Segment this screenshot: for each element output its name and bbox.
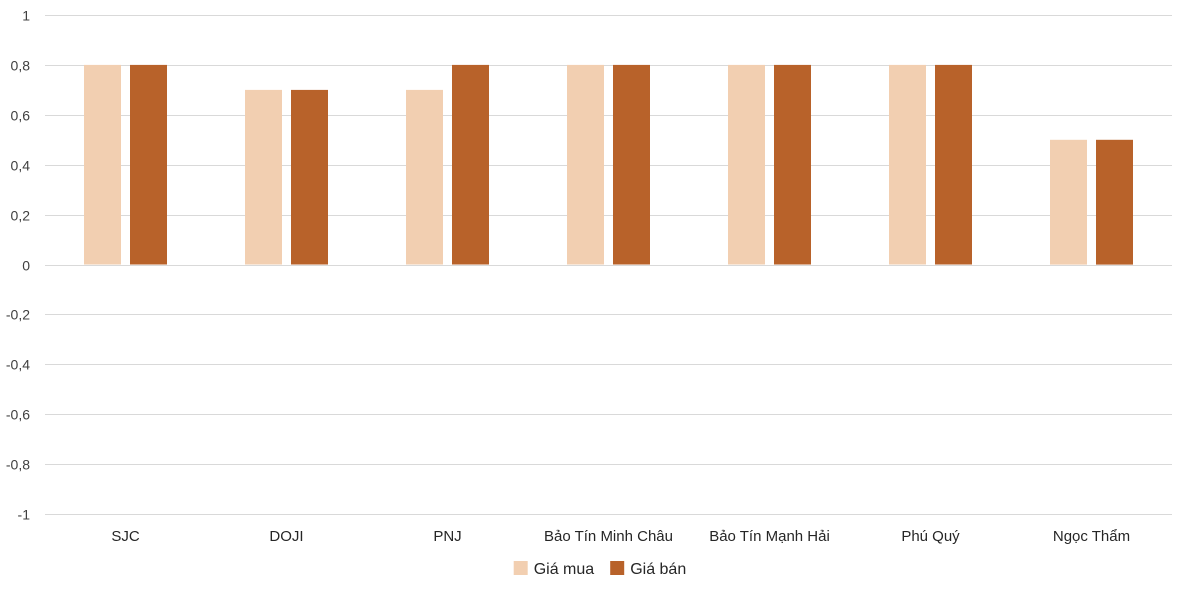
legend: Giá mua Giá bán (513, 561, 686, 578)
gridlines (45, 15, 1172, 515)
bar-giá-bán-4 (774, 64, 811, 265)
bars (84, 64, 1133, 265)
y-axis-ticks: 1 0,8 0,6 0,4 0,2 0 -0,2 -0,4 -0,6 -0,8 -1 (6, 8, 30, 523)
y-tick-label: 0,6 (11, 108, 31, 124)
legend-item: Giá bán (610, 561, 686, 578)
x-category-label: SJC (111, 528, 140, 545)
bar-giá-bán-5 (935, 64, 972, 265)
x-category-label: Bảo Tín Minh Châu (544, 528, 673, 545)
bar-giá-mua-1 (245, 89, 282, 265)
y-tick-label: -1 (18, 507, 31, 523)
legend-swatch (513, 561, 528, 575)
legend-item: Giá mua (513, 561, 595, 578)
legend-label: Giá bán (630, 561, 686, 578)
y-tick-label: -0,4 (6, 357, 30, 373)
bar-giá-mua-6 (1050, 139, 1087, 265)
x-category-label: DOJI (269, 528, 303, 545)
x-axis-labels: SJC DOJI PNJ Bảo Tín Minh Châu Bảo Tín Mạnh … (111, 528, 1130, 545)
y-tick-label: 0,4 (11, 158, 31, 174)
bar-giá-bán-2 (452, 64, 489, 265)
y-tick-label: -0,2 (6, 307, 30, 323)
bar-giá-mua-0 (84, 64, 121, 265)
bar-giá-bán-6 (1096, 139, 1133, 265)
bar-giá-mua-4 (728, 64, 765, 265)
legend-swatch (610, 561, 625, 575)
y-tick-label: -0,6 (6, 407, 30, 423)
bar-giá-bán-3 (613, 64, 650, 265)
y-tick-label: 0,2 (11, 208, 31, 224)
x-category-label: Phú Quý (901, 528, 960, 545)
bar-giá-mua-5 (889, 64, 926, 265)
bar-giá-bán-1 (291, 89, 328, 265)
x-category-label: PNJ (433, 528, 461, 545)
y-tick-label: 1 (22, 8, 30, 24)
y-tick-label: 0,8 (11, 58, 31, 74)
x-category-label: Ngọc Thẩm (1053, 528, 1130, 545)
y-tick-label: 0 (22, 258, 30, 274)
x-category-label: Bảo Tín Mạnh Hải (709, 528, 830, 545)
legend-label: Giá mua (534, 561, 595, 578)
bar-giá-bán-0 (130, 64, 167, 265)
bar-giá-mua-2 (406, 89, 443, 265)
bar-giá-mua-3 (567, 64, 604, 265)
y-tick-label: -0,8 (6, 457, 30, 473)
